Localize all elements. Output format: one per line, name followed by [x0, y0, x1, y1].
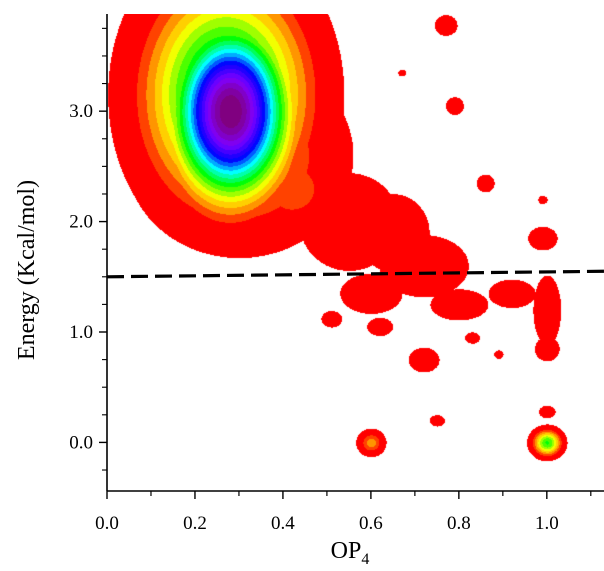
threshold-dashed-line	[106, 269, 604, 279]
x-tick-label: 0.4	[271, 513, 295, 534]
x-tick-label: 1.0	[535, 513, 559, 534]
x-tick-label: 0.0	[95, 513, 119, 534]
ticks: 0.0 0.2 0.4 0.6 0.8 1.0 0.0 1.0 2.0 3.0	[69, 27, 592, 534]
x-tick-label: 0.8	[447, 513, 471, 534]
x-axis-title: OP4	[331, 538, 370, 568]
y-tick-label: 3.0	[69, 101, 93, 122]
y-axis-title: Energy (Kcal/mol)	[14, 180, 40, 360]
x-tick-label: 0.2	[183, 513, 207, 534]
density-heatmap	[107, 14, 604, 491]
x-tick-label: 0.6	[359, 513, 383, 534]
y-tick-label: 2.0	[69, 212, 93, 233]
y-tick-label: 1.0	[69, 322, 93, 343]
axes	[106, 14, 604, 492]
y-tick-label: 0.0	[69, 432, 93, 453]
